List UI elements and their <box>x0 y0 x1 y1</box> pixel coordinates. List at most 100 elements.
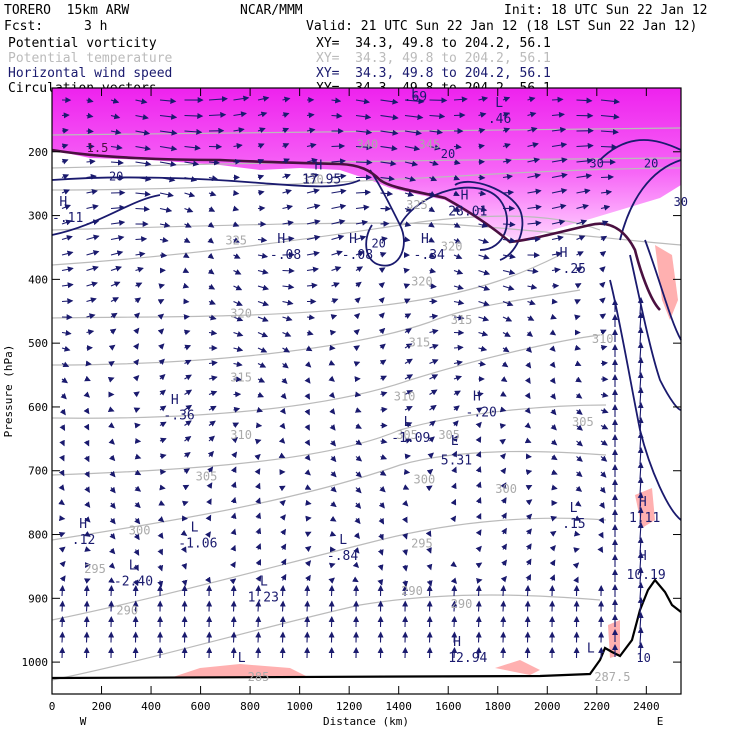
circulation-vector <box>355 250 365 257</box>
circulation-vector <box>257 347 268 353</box>
circulation-vector <box>576 188 591 195</box>
circulation-vector <box>477 391 484 398</box>
circulation-vector <box>527 204 542 211</box>
theta-label: 300 <box>495 482 517 496</box>
circulation-vector <box>109 547 116 555</box>
circulation-vector <box>59 631 66 643</box>
circulation-vector <box>329 440 337 447</box>
circulation-vector <box>184 191 196 198</box>
circulation-vector <box>86 329 95 336</box>
pv-shading-surface <box>170 664 310 678</box>
circulation-vector <box>134 453 142 460</box>
extremum-marker: H <box>639 549 647 564</box>
circulation-vector <box>353 532 360 540</box>
circulation-vector <box>58 484 65 491</box>
circulation-vector <box>304 393 310 400</box>
circulation-vector <box>600 98 621 105</box>
theta-label: 340 <box>357 138 379 152</box>
circulation-vector <box>254 468 261 475</box>
circulation-vector <box>403 267 410 274</box>
wind-speed-label: 20 <box>371 236 385 250</box>
extremum-value: -.20 <box>466 406 497 421</box>
circulation-vector <box>255 512 261 520</box>
circulation-vector <box>377 549 384 556</box>
circulation-vector <box>306 282 318 289</box>
circulation-vector <box>157 548 163 556</box>
circulation-vector <box>576 455 583 462</box>
circulation-vector <box>208 175 219 182</box>
circulation-vector <box>304 424 310 431</box>
circulation-vector <box>157 313 165 320</box>
theta-label: 310 <box>394 390 416 404</box>
circulation-vector <box>352 576 359 583</box>
circulation-vector <box>600 329 607 336</box>
circulation-vector <box>304 484 312 490</box>
circulation-vector <box>305 345 313 352</box>
circulation-vector <box>453 390 461 397</box>
circulation-vector <box>573 576 579 584</box>
extremum-marker: L <box>451 434 459 449</box>
circulation-vector <box>404 343 413 350</box>
circulation-vector <box>59 560 66 568</box>
circulation-vector <box>429 343 439 350</box>
circulation-vector <box>83 600 90 612</box>
circulation-vector <box>502 158 512 165</box>
extremum-value: -.34 <box>414 248 445 263</box>
circulation-vector <box>526 330 534 337</box>
circulation-vector <box>59 585 66 597</box>
circulation-vector <box>525 528 532 535</box>
circulation-vector <box>404 129 422 136</box>
circulation-vector <box>404 328 412 334</box>
circulation-vector <box>404 453 411 460</box>
circulation-vector <box>282 158 290 164</box>
circulation-vector <box>453 174 460 181</box>
circulation-vector <box>208 314 217 321</box>
circulation-vector <box>108 585 115 597</box>
circulation-vector <box>402 516 408 524</box>
circulation-vector <box>404 160 419 167</box>
circulation-vector <box>329 408 336 415</box>
circulation-vector <box>59 408 66 416</box>
circulation-vector <box>207 450 215 458</box>
circulation-vector <box>208 405 217 412</box>
circulation-vector <box>58 546 66 553</box>
circulation-vector <box>208 420 216 427</box>
circulation-vector <box>429 283 437 290</box>
circulation-vector <box>135 236 148 243</box>
circulation-vector <box>184 420 192 427</box>
circulation-vector <box>330 501 337 508</box>
circulation-vector <box>502 127 511 134</box>
circulation-vector <box>576 173 593 180</box>
circulation-vector <box>527 268 539 275</box>
circulation-vector <box>450 498 457 506</box>
circulation-vector <box>282 127 290 134</box>
x-axis-east-label: E <box>657 715 664 728</box>
circulation-vector <box>403 298 411 305</box>
x-tick-label: 1800 <box>484 700 511 713</box>
circulation-vector <box>233 269 242 275</box>
circulation-vector <box>576 97 593 104</box>
circulation-vector <box>230 481 237 489</box>
circulation-vector <box>527 157 541 164</box>
circulation-vector <box>109 486 116 494</box>
circulation-vector <box>86 234 100 241</box>
circulation-vector <box>233 331 244 337</box>
circulation-vector <box>331 173 347 180</box>
circulation-vector <box>207 268 215 275</box>
circulation-vector <box>352 561 360 569</box>
circulation-vector <box>304 377 311 384</box>
circulation-vector <box>426 563 433 571</box>
circulation-vector <box>500 467 507 475</box>
x-tick-label: 1200 <box>336 700 363 713</box>
circulation-vector <box>475 585 482 597</box>
circulation-vector <box>527 111 537 118</box>
circulation-vector <box>574 314 581 321</box>
circulation-vector <box>355 423 362 429</box>
circulation-vector <box>355 113 372 120</box>
circulation-vector <box>184 207 194 213</box>
circulation-vector <box>380 114 399 121</box>
theta-label: 287.5 <box>594 670 630 684</box>
circulation-vector <box>600 220 609 227</box>
circulation-vector <box>83 585 90 597</box>
circulation-vector <box>501 361 509 368</box>
